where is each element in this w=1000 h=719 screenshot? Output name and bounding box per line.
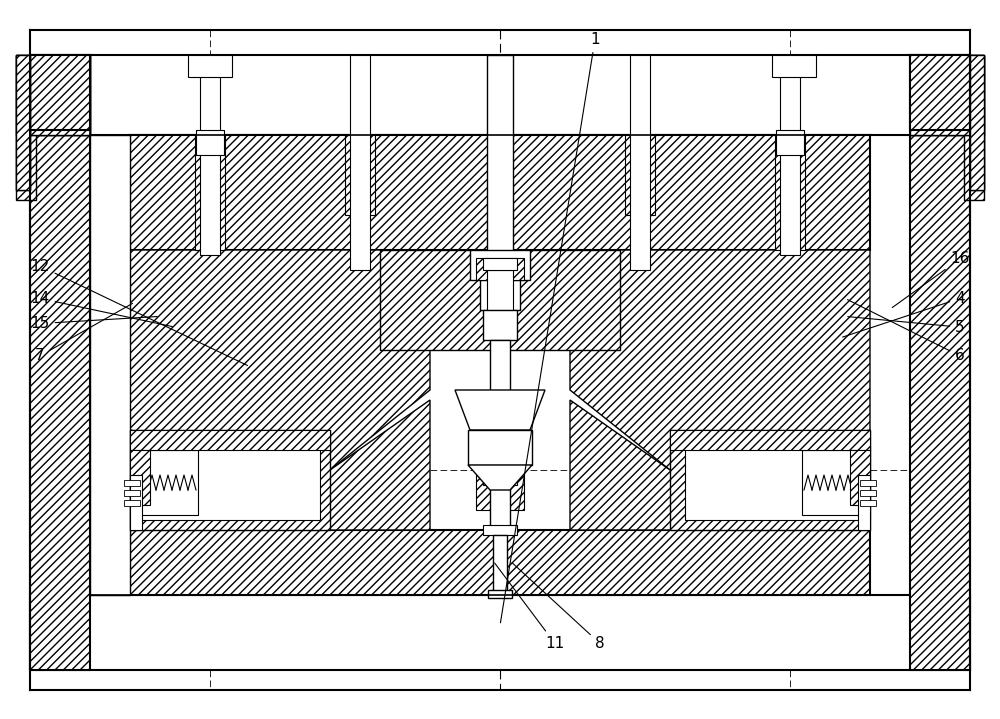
- Bar: [970, 55, 984, 190]
- Bar: [860, 490, 876, 496]
- Bar: [476, 258, 524, 280]
- Bar: [487, 55, 513, 305]
- Text: 16: 16: [892, 252, 970, 308]
- Bar: [380, 250, 620, 350]
- Bar: [16, 55, 30, 190]
- Bar: [30, 55, 90, 135]
- Bar: [16, 55, 36, 200]
- Bar: [350, 55, 370, 270]
- Bar: [124, 490, 140, 496]
- Bar: [910, 55, 970, 130]
- Bar: [130, 430, 330, 450]
- Text: 8: 8: [512, 563, 605, 651]
- Polygon shape: [570, 250, 870, 470]
- Bar: [30, 55, 90, 135]
- Bar: [772, 55, 816, 77]
- Bar: [30, 55, 970, 135]
- Bar: [124, 480, 140, 486]
- Bar: [30, 55, 90, 130]
- Bar: [625, 135, 655, 215]
- Polygon shape: [130, 250, 430, 470]
- Bar: [910, 55, 970, 135]
- Bar: [910, 55, 970, 135]
- Bar: [196, 130, 224, 155]
- Bar: [30, 595, 970, 670]
- Text: 1: 1: [500, 32, 600, 623]
- Bar: [476, 460, 524, 510]
- Bar: [776, 130, 804, 155]
- Text: 14: 14: [30, 291, 172, 326]
- Text: 4: 4: [843, 291, 965, 337]
- Bar: [487, 270, 513, 310]
- Polygon shape: [468, 465, 532, 490]
- Bar: [685, 445, 870, 520]
- Polygon shape: [468, 430, 532, 465]
- Bar: [860, 500, 876, 506]
- Bar: [850, 450, 870, 505]
- Bar: [30, 55, 90, 670]
- Bar: [488, 590, 512, 598]
- Bar: [195, 135, 225, 250]
- Bar: [130, 430, 330, 530]
- Bar: [130, 135, 870, 250]
- Text: 12: 12: [30, 259, 247, 365]
- Bar: [130, 450, 150, 505]
- Text: 6: 6: [847, 300, 965, 363]
- Bar: [910, 55, 970, 670]
- Bar: [345, 135, 375, 215]
- Bar: [630, 55, 650, 270]
- Text: 11: 11: [495, 563, 565, 651]
- Bar: [470, 250, 530, 280]
- Bar: [135, 445, 320, 520]
- Bar: [483, 525, 517, 535]
- Bar: [964, 55, 984, 200]
- Bar: [90, 135, 130, 595]
- Bar: [970, 55, 984, 190]
- Bar: [490, 340, 510, 460]
- Bar: [483, 310, 517, 340]
- Bar: [90, 135, 130, 595]
- Bar: [775, 135, 805, 250]
- Bar: [200, 55, 220, 255]
- Bar: [130, 475, 142, 530]
- Bar: [670, 430, 870, 530]
- Bar: [858, 475, 870, 530]
- Bar: [483, 460, 517, 485]
- Bar: [860, 480, 876, 486]
- Bar: [910, 55, 984, 135]
- Text: 5: 5: [848, 316, 965, 334]
- Polygon shape: [455, 390, 545, 430]
- Bar: [480, 280, 520, 310]
- Bar: [802, 450, 862, 515]
- Text: 15: 15: [30, 316, 157, 331]
- Polygon shape: [130, 400, 430, 530]
- Bar: [780, 55, 800, 255]
- Bar: [493, 535, 507, 595]
- Bar: [124, 500, 140, 506]
- Bar: [138, 450, 198, 515]
- Bar: [16, 55, 30, 190]
- Bar: [483, 258, 517, 270]
- Polygon shape: [570, 400, 870, 530]
- Bar: [16, 55, 90, 135]
- Bar: [490, 485, 510, 530]
- Bar: [670, 430, 870, 450]
- Bar: [188, 55, 232, 77]
- Text: 7: 7: [35, 303, 133, 363]
- Bar: [130, 530, 870, 595]
